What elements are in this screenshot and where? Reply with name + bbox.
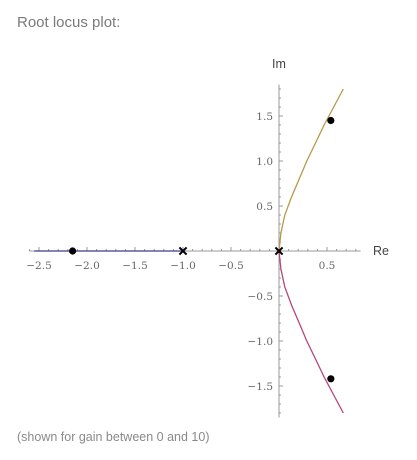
pole-stroke: [274, 246, 284, 256]
gain-point: [327, 375, 335, 383]
markers: [69, 116, 335, 383]
gain-point: [327, 116, 335, 125]
x-tick-label: −1.0: [170, 260, 196, 272]
x-tick-label: −2.5: [26, 260, 52, 272]
pole-marker: [178, 246, 188, 256]
tick-labels: −2.5 −2.0 −1.5 −1.0 −0.5 0.5 −1.5 −1.0 −0.5 0.5 1.…: [26, 57, 389, 393]
y-tick-label: 1.5: [256, 111, 273, 123]
locus-branches: [34, 88, 344, 414]
y-tick-label: −0.5: [248, 291, 274, 303]
y-axis-label: Im: [272, 57, 286, 71]
pod-title: Root locus plot:: [17, 14, 121, 31]
y-tick-label: 1.0: [256, 156, 273, 168]
y-tick-label: −1.0: [248, 336, 274, 348]
x-tick-label: −1.5: [122, 260, 148, 272]
pole-marker: [274, 246, 284, 256]
locus-branch-2: [278, 88, 344, 252]
x-tick-label: −0.5: [218, 260, 244, 272]
x-tick-label: −2.0: [74, 260, 100, 272]
gain-point: [69, 247, 77, 255]
gain-caption: (shown for gain between 0 and 10): [17, 430, 210, 444]
pole-stroke: [178, 246, 188, 256]
y-tick-label: −1.5: [248, 381, 274, 393]
y-tick-label: 0.5: [256, 201, 273, 213]
x-axis-label: Re: [373, 244, 389, 258]
x-tick-label: 0.5: [319, 260, 336, 272]
locus-branch-3: [278, 250, 344, 414]
